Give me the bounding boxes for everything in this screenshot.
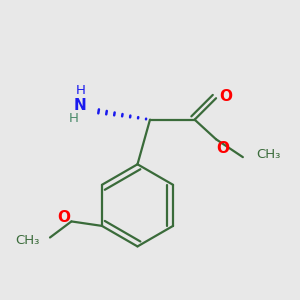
Text: N: N xyxy=(74,98,87,113)
Text: CH₃: CH₃ xyxy=(16,234,40,247)
Text: O: O xyxy=(220,88,232,104)
Text: O: O xyxy=(216,141,229,156)
Text: O: O xyxy=(57,210,70,225)
Text: H: H xyxy=(75,84,85,97)
Text: H: H xyxy=(69,112,79,125)
Text: CH₃: CH₃ xyxy=(256,148,281,161)
